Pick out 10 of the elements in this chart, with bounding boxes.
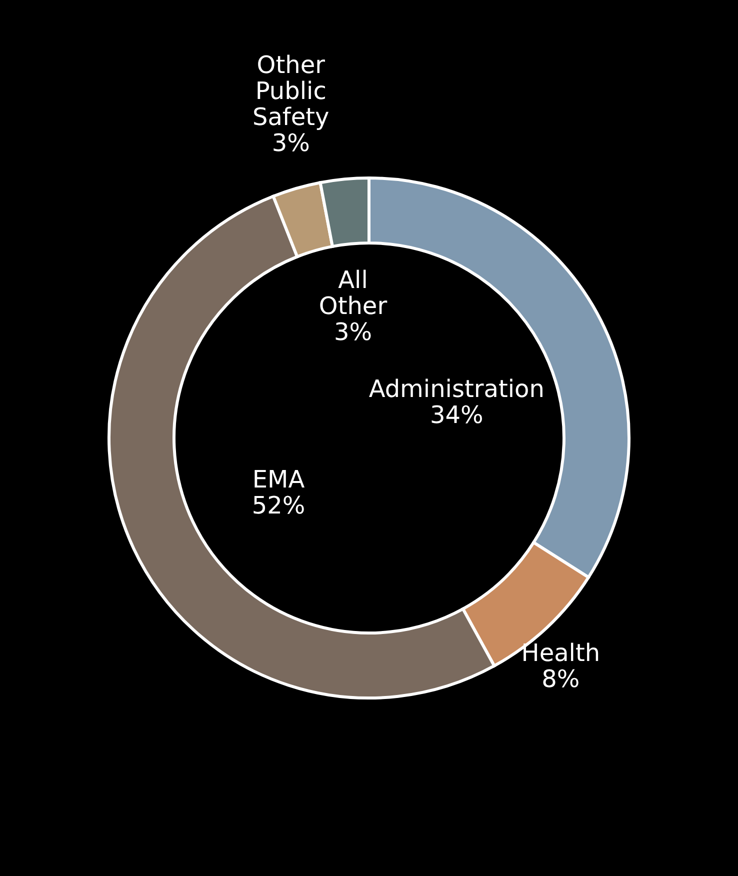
- slice-label: All Other: [318, 266, 388, 320]
- slice-label: Administration: [368, 374, 544, 403]
- data-label: 8%: [542, 665, 580, 694]
- slice-label: Health: [521, 639, 600, 668]
- slice-label: Other Public Safety: [252, 50, 330, 131]
- data-label: 3%: [272, 128, 310, 157]
- data-label: 34%: [430, 400, 484, 429]
- data-label: 52%: [252, 492, 306, 520]
- slice-label: EMA: [252, 466, 306, 494]
- data-label: 3%: [334, 318, 372, 346]
